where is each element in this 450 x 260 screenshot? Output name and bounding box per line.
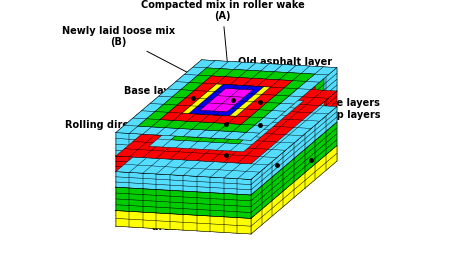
Polygon shape xyxy=(251,68,337,164)
Text: Impedance layers
around base layers: Impedance layers around base layers xyxy=(152,203,257,232)
Text: Newly laid loose mix
(B): Newly laid loose mix (B) xyxy=(62,25,198,78)
Polygon shape xyxy=(202,99,337,122)
Polygon shape xyxy=(200,88,253,112)
Text: Compacted mix in roller wake
(A): Compacted mix in roller wake (A) xyxy=(140,0,304,94)
Polygon shape xyxy=(251,122,337,218)
Polygon shape xyxy=(200,112,253,135)
Polygon shape xyxy=(171,103,282,144)
Polygon shape xyxy=(202,114,337,146)
Polygon shape xyxy=(116,99,202,187)
Polygon shape xyxy=(116,99,337,179)
Polygon shape xyxy=(116,211,251,234)
Polygon shape xyxy=(189,84,264,116)
Polygon shape xyxy=(116,60,202,156)
Text: Base layer: Base layer xyxy=(124,86,181,172)
Polygon shape xyxy=(116,83,202,172)
Polygon shape xyxy=(116,138,202,226)
Polygon shape xyxy=(116,133,251,164)
Polygon shape xyxy=(138,68,315,132)
Polygon shape xyxy=(116,114,337,195)
Polygon shape xyxy=(251,107,337,195)
Polygon shape xyxy=(116,156,251,179)
Polygon shape xyxy=(264,79,324,153)
Text: Old asphalt layer
(C): Old asphalt layer (C) xyxy=(238,57,332,97)
Polygon shape xyxy=(116,153,337,234)
Polygon shape xyxy=(116,114,202,211)
Polygon shape xyxy=(116,60,337,140)
Polygon shape xyxy=(116,83,337,164)
Polygon shape xyxy=(160,76,292,124)
Text: Rolling direction: Rolling direction xyxy=(65,120,156,141)
Polygon shape xyxy=(202,60,337,91)
Polygon shape xyxy=(116,187,251,218)
Polygon shape xyxy=(116,138,337,218)
Polygon shape xyxy=(116,172,251,195)
Polygon shape xyxy=(251,146,337,234)
Polygon shape xyxy=(202,83,337,107)
Polygon shape xyxy=(272,86,315,146)
Polygon shape xyxy=(264,102,324,168)
Polygon shape xyxy=(189,108,264,139)
Polygon shape xyxy=(149,95,304,152)
Polygon shape xyxy=(182,84,270,116)
Polygon shape xyxy=(202,138,337,161)
Text: Impedance layers
around top layers: Impedance layers around top layers xyxy=(283,98,380,120)
Polygon shape xyxy=(251,91,337,179)
